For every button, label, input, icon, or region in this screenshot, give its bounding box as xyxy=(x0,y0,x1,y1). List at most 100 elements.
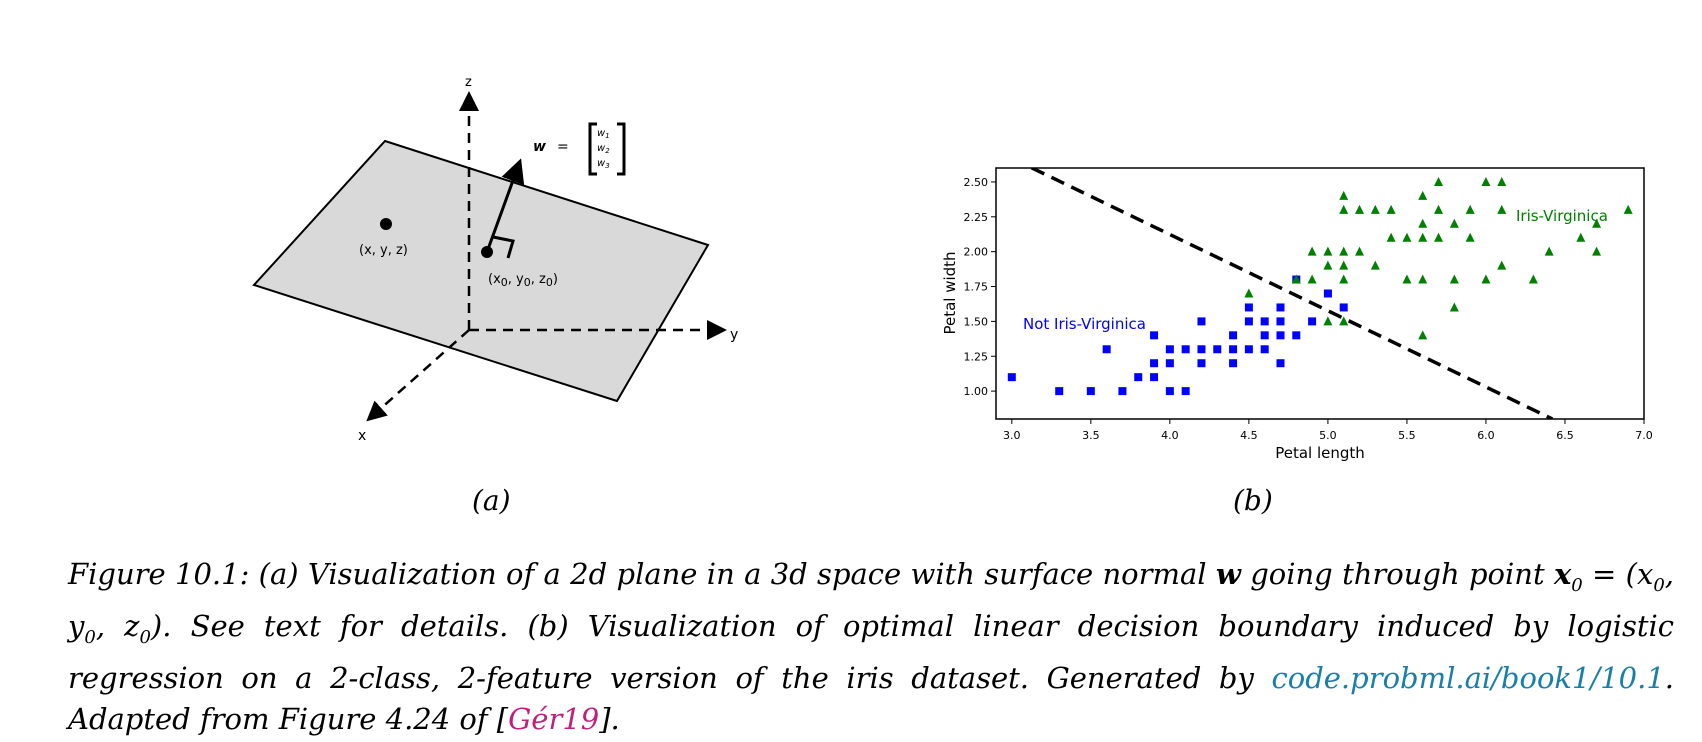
data-point-square xyxy=(1276,317,1285,326)
data-point-triangle xyxy=(1481,176,1491,186)
data-point-triangle xyxy=(1623,204,1633,214)
w-bracket-left xyxy=(588,122,597,176)
data-point-square xyxy=(1323,289,1332,298)
data-point-triangle xyxy=(1307,246,1317,256)
caption-code-link[interactable]: code.probml.ai/book1/10.1 xyxy=(1271,660,1665,695)
w-equals: = xyxy=(557,139,569,155)
y-axis-title: Petal width xyxy=(941,251,959,334)
data-point-square xyxy=(1197,359,1206,368)
x-tick-label: 6.5 xyxy=(1556,429,1574,442)
iris-scatter-chart: 3.0 3.5 4.0 4.5 5.0 5.5 6.0 6.5 7.0 1.00 1.25 1.50… xyxy=(941,167,1653,462)
x-tick-label: 6.0 xyxy=(1477,429,1495,442)
data-point-triangle xyxy=(1434,204,1444,214)
plane-diagram: z y x (x, y, z) (x0, y0, z0) w = w1 w2 w… xyxy=(252,75,738,440)
data-point-square xyxy=(1086,387,1095,396)
x-axis xyxy=(366,329,470,422)
data-point-square xyxy=(1134,373,1143,382)
data-point-square xyxy=(1244,303,1253,312)
data-point-square xyxy=(1244,317,1253,326)
annotation-iris-virginica: Iris-Virginica xyxy=(1516,207,1608,225)
data-point-square xyxy=(1229,331,1238,340)
x-axis-label: x xyxy=(358,428,366,440)
data-point-square xyxy=(1339,303,1348,312)
data-point-triangle xyxy=(1339,316,1349,326)
y-tick-label: 2.25 xyxy=(964,211,989,224)
decision-boundary-line xyxy=(1028,168,1554,419)
data-point-triangle xyxy=(1355,204,1365,214)
data-point-triangle xyxy=(1339,246,1349,256)
data-point-square xyxy=(1150,331,1159,340)
y-axis-label: y xyxy=(730,327,738,343)
subfigure-label-a: (a) xyxy=(472,484,511,517)
y-tick-label: 2.50 xyxy=(964,176,989,189)
data-point-triangle xyxy=(1355,246,1365,256)
plot-area xyxy=(995,167,1645,420)
data-point-square xyxy=(1118,387,1127,396)
caption-citation-link[interactable]: Gér19 xyxy=(508,701,600,736)
data-point-triangle xyxy=(1449,218,1459,228)
data-point-square xyxy=(1292,331,1301,340)
data-point-triangle xyxy=(1434,232,1444,242)
data-point-triangle xyxy=(1497,176,1507,186)
y-tick-label: 1.75 xyxy=(964,281,989,294)
x-tick-label: 5.5 xyxy=(1398,429,1416,442)
data-point-triangle xyxy=(1528,274,1538,284)
point-x0 xyxy=(481,246,493,258)
data-point-square xyxy=(1150,359,1159,368)
subfigure-label-b: (b) xyxy=(1233,484,1273,517)
data-point-square xyxy=(1165,387,1174,396)
data-point-square xyxy=(1055,387,1064,396)
data-points xyxy=(1007,176,1633,396)
data-point-square xyxy=(1102,345,1111,354)
data-point-square xyxy=(1276,331,1285,340)
data-point-square xyxy=(1181,387,1190,396)
data-point-square xyxy=(1308,317,1317,326)
data-point-triangle xyxy=(1339,260,1349,270)
data-point-triangle xyxy=(1370,204,1380,214)
data-point-triangle xyxy=(1323,246,1333,256)
data-point-triangle xyxy=(1323,260,1333,270)
data-point-square xyxy=(1165,345,1174,354)
data-point-square xyxy=(1276,359,1285,368)
x-tick-label: 3.0 xyxy=(1003,429,1021,442)
data-point-triangle xyxy=(1544,246,1554,256)
x-tick-label: 3.5 xyxy=(1082,429,1100,442)
data-point-square xyxy=(1181,345,1190,354)
data-point-triangle xyxy=(1449,274,1459,284)
y-tick-label: 1.50 xyxy=(964,315,989,328)
data-point-triangle xyxy=(1465,232,1475,242)
data-point-square xyxy=(1007,373,1016,382)
y-tick-label: 2.00 xyxy=(964,246,989,259)
w-label: w xyxy=(533,139,546,155)
data-point-triangle xyxy=(1307,274,1317,284)
data-point-square xyxy=(1165,359,1174,368)
data-point-triangle xyxy=(1386,204,1396,214)
data-point-square xyxy=(1244,345,1253,354)
annotation-not-iris-virginica: Not Iris-Virginica xyxy=(1023,315,1146,333)
data-point-triangle xyxy=(1339,204,1349,214)
data-point-triangle xyxy=(1418,330,1428,340)
plane-surface xyxy=(252,139,710,403)
right-angle-mark xyxy=(492,235,515,259)
data-point-square xyxy=(1260,317,1269,326)
x-tick-label: 4.0 xyxy=(1161,429,1179,442)
point-xyz-label: (x, y, z) xyxy=(359,243,408,258)
data-point-square xyxy=(1150,373,1159,382)
data-point-square xyxy=(1276,303,1285,312)
x-ticks: 3.0 3.5 4.0 4.5 5.0 5.5 6.0 6.5 7.0 xyxy=(1003,419,1653,442)
x-tick-label: 7.0 xyxy=(1635,429,1653,442)
data-point-triangle xyxy=(1481,274,1491,284)
data-point-triangle xyxy=(1339,274,1349,284)
data-point-square xyxy=(1197,317,1206,326)
data-point-triangle xyxy=(1291,274,1301,284)
data-point-triangle xyxy=(1370,260,1380,270)
caption-bold-w: w xyxy=(1215,557,1241,591)
data-point-triangle xyxy=(1402,274,1412,284)
data-point-triangle xyxy=(1418,218,1428,228)
data-point-triangle xyxy=(1402,232,1412,242)
data-point-square xyxy=(1229,359,1238,368)
data-point-triangle xyxy=(1418,274,1428,284)
data-point-triangle xyxy=(1386,232,1396,242)
data-point-triangle xyxy=(1323,316,1333,326)
normal-vector xyxy=(485,158,525,253)
